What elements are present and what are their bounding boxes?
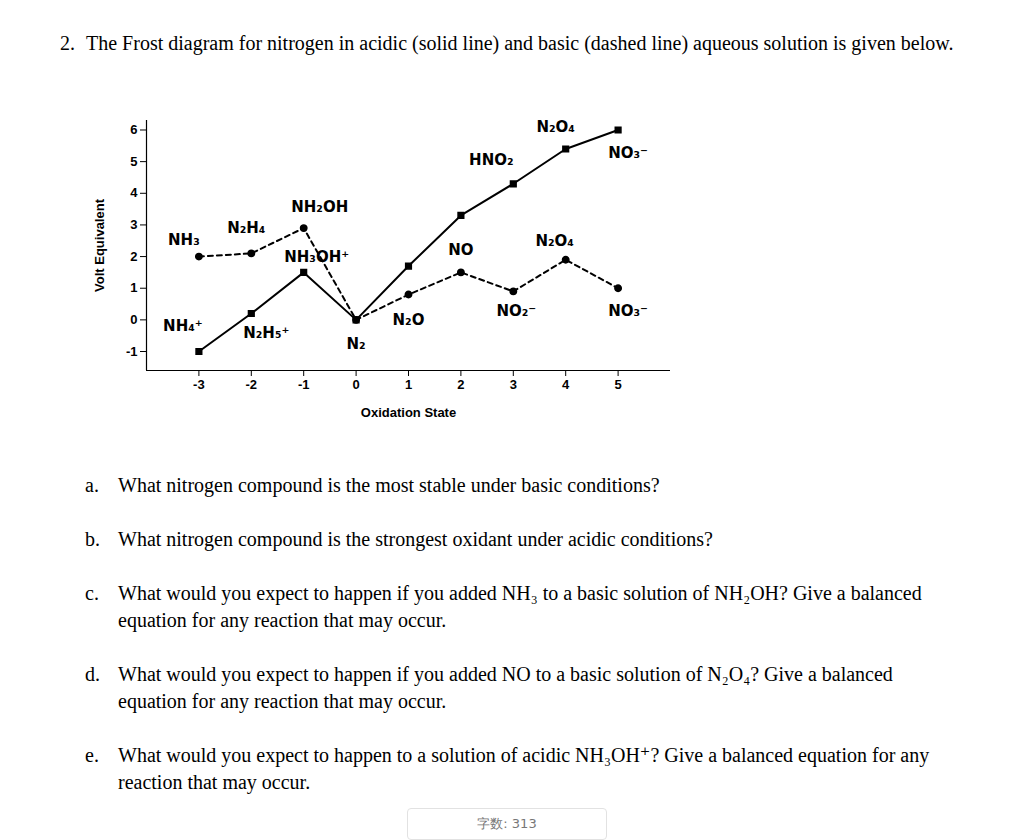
svg-text:-1: -1 — [126, 344, 138, 359]
svg-text:NH₄⁺: NH₄⁺ — [163, 317, 203, 335]
html-text:What nitrogen compound is the: What nitrogen compound is the strongest … — [118, 528, 713, 550]
svg-text:5: 5 — [130, 154, 137, 169]
svg-text:N₂O₄: N₂O₄ — [536, 118, 574, 136]
html-text:a.: a. — [85, 474, 99, 496]
svg-text:N₂H₄: N₂H₄ — [227, 219, 265, 237]
svg-text:NO₃⁻: NO₃⁻ — [608, 302, 648, 320]
html-text:What nitrogen compound is the: What nitrogen compound is the most stabl… — [118, 474, 660, 496]
svg-text:0: 0 — [352, 377, 359, 392]
svg-text:5: 5 — [614, 377, 621, 392]
html-text:b.: b. — [85, 528, 100, 550]
html-text:What would you expect to happe: What would you expect to happen if you a… — [118, 663, 893, 712]
svg-text:6: 6 — [130, 122, 137, 137]
html-text:What would you expect to happe: What would you expect to happen if you a… — [118, 582, 922, 631]
svg-text:NH₃: NH₃ — [168, 231, 200, 249]
svg-text:N₂H₅⁺: N₂H₅⁺ — [243, 324, 289, 342]
svg-text:HNO₂: HNO₂ — [469, 151, 513, 169]
svg-text:Volt Equivalent: Volt Equivalent — [92, 198, 107, 292]
html-text:The Frost diagram for nitrogen: The Frost diagram for nitrogen in acidic… — [86, 32, 954, 54]
svg-text:4: 4 — [130, 185, 138, 200]
svg-text:4: 4 — [562, 377, 570, 392]
svg-text:NO₂⁻: NO₂⁻ — [496, 302, 536, 320]
svg-text:0: 0 — [130, 312, 137, 327]
svg-text:N₂O₄: N₂O₄ — [535, 232, 573, 250]
html-text:字数: 313: 字数: 313 — [477, 816, 537, 831]
html-text:What would you expect to happe: What would you expect to happen to a sol… — [118, 744, 930, 793]
svg-text:-3: -3 — [193, 377, 205, 392]
svg-text:3: 3 — [130, 217, 137, 232]
html-text:2.: 2. — [60, 32, 75, 54]
svg-text:-2: -2 — [246, 377, 258, 392]
svg-text:-1: -1 — [298, 377, 310, 392]
html-text:e.: e. — [85, 744, 99, 766]
svg-text:NO₃⁻: NO₃⁻ — [608, 144, 648, 162]
svg-text:N₂: N₂ — [347, 335, 366, 353]
svg-text:1: 1 — [130, 280, 137, 295]
svg-text:Oxidation State: Oxidation State — [361, 405, 456, 420]
svg-text:NH₂OH: NH₂OH — [291, 198, 348, 216]
svg-text:1: 1 — [405, 377, 412, 392]
svg-text:3: 3 — [510, 377, 517, 392]
html-text:d.: d. — [85, 663, 100, 685]
svg-text:NO: NO — [448, 241, 473, 259]
svg-text:NH₃OH⁺: NH₃OH⁺ — [284, 248, 350, 267]
svg-text:2: 2 — [130, 249, 137, 264]
svg-text:N₂O: N₂O — [393, 311, 425, 329]
svg-text:2: 2 — [457, 377, 464, 392]
html-text:c.: c. — [85, 582, 99, 604]
